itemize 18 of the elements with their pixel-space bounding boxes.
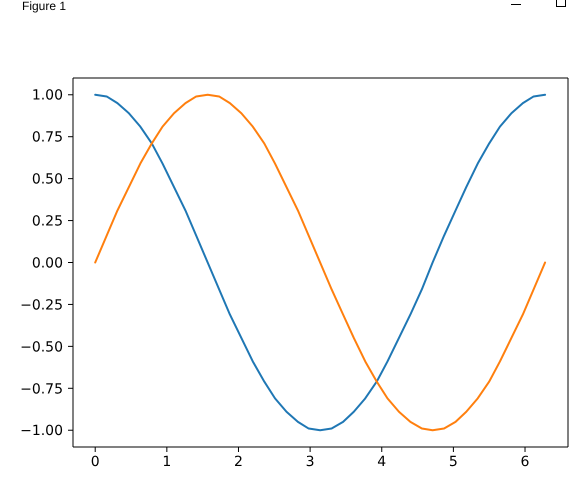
x-tick-label: 3 <box>306 454 315 470</box>
y-tick-label: −0.50 <box>20 339 63 356</box>
y-tick-label: 0.50 <box>32 172 63 188</box>
y-tick-label: −1.00 <box>20 423 63 440</box>
x-tick-label: 6 <box>520 454 530 470</box>
x-tick-label: 4 <box>377 454 386 470</box>
y-tick-label: 0.00 <box>32 255 63 272</box>
x-tick-label: 2 <box>234 454 243 470</box>
y-tick-label: 1.00 <box>32 88 63 104</box>
y-tick-label: −0.25 <box>20 297 63 314</box>
x-tick-label: 5 <box>448 454 458 470</box>
y-tick-label: 0.75 <box>32 130 63 146</box>
caption: Figure 1 <box>22 0 66 13</box>
x-tick-label: 0 <box>90 454 100 470</box>
x-tick-label: 1 <box>162 454 172 470</box>
line-series <box>94 94 546 432</box>
y-tick-label: −0.75 <box>20 381 63 398</box>
y-tick-label: 0.25 <box>32 214 63 230</box>
